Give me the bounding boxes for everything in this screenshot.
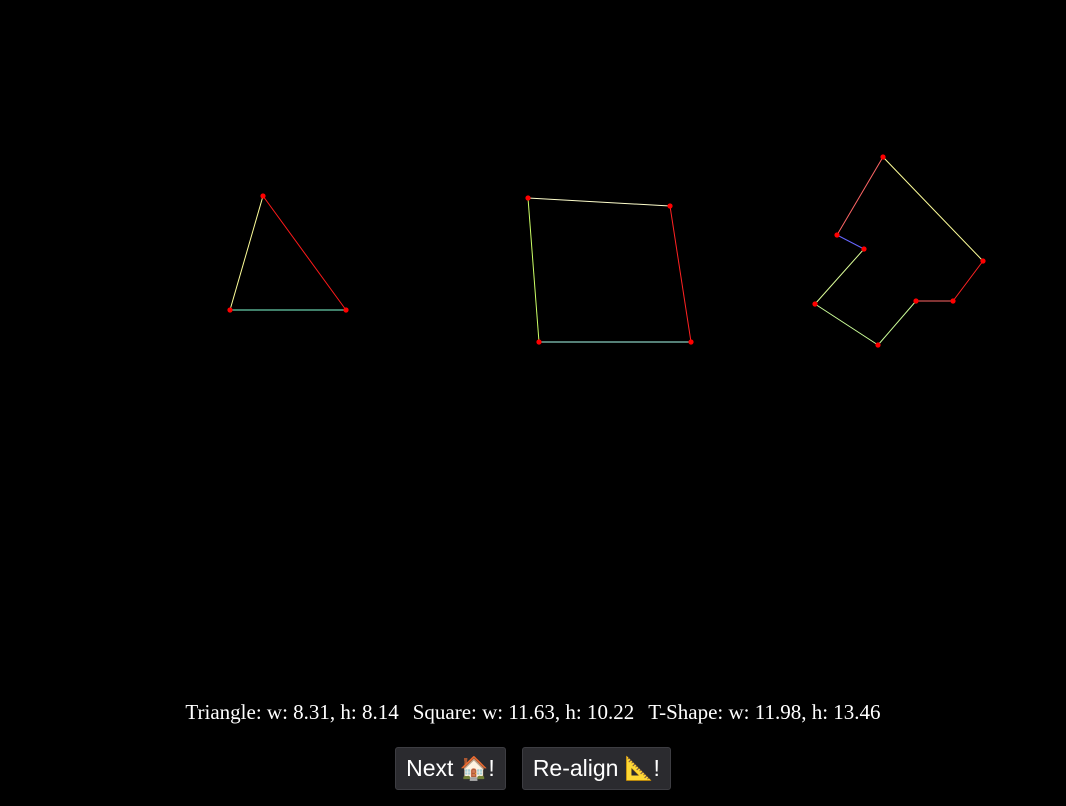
- shape-canvas: [227, 154, 986, 348]
- t-shape-edge: [814, 303, 879, 346]
- t-shape-edge: [877, 300, 917, 346]
- t-shape-vertex-handle[interactable]: [812, 301, 818, 307]
- square-edge: [669, 205, 692, 343]
- triangle-vertex-handle[interactable]: [343, 307, 349, 313]
- tshape-measurement: T-Shape: w: 11.98, h: 13.46: [648, 700, 881, 724]
- triangle-vertex-handle[interactable]: [227, 307, 233, 313]
- t-shape: [812, 154, 986, 348]
- square-vertex-handle[interactable]: [688, 339, 694, 345]
- t-shape-vertex-handle[interactable]: [950, 298, 956, 304]
- triangle-edge: [262, 195, 347, 311]
- t-shape-edge: [836, 234, 865, 250]
- triangle-edge: [229, 195, 264, 311]
- t-shape-vertex-handle[interactable]: [913, 298, 919, 304]
- square-edge: [527, 197, 671, 207]
- t-shape-vertex-handle[interactable]: [834, 232, 840, 238]
- triangle-measurement: Triangle: w: 8.31, h: 8.14: [185, 700, 399, 724]
- triangle-vertex-handle[interactable]: [260, 193, 266, 199]
- square-shape: [525, 195, 694, 345]
- t-shape-vertex-handle[interactable]: [861, 246, 867, 252]
- t-shape-edge: [814, 248, 865, 305]
- t-shape-edge: [882, 156, 984, 262]
- measurements-readout: Triangle: w: 8.31, h: 8.14 Square: w: 11.…: [0, 700, 1066, 725]
- t-shape-vertex-handle[interactable]: [875, 342, 881, 348]
- square-vertex-handle[interactable]: [667, 203, 673, 209]
- t-shape-vertex-handle[interactable]: [980, 258, 986, 264]
- square-vertex-handle[interactable]: [525, 195, 531, 201]
- square-edge: [527, 197, 540, 343]
- controls: Next 🏠! Re-align 📐!: [0, 747, 1066, 790]
- t-shape-edge: [952, 260, 984, 302]
- triangle-shape: [227, 193, 349, 313]
- t-shape-vertex-handle[interactable]: [880, 154, 886, 160]
- realign-button[interactable]: Re-align 📐!: [521, 747, 671, 790]
- square-vertex-handle[interactable]: [536, 339, 542, 345]
- t-shape-edge: [836, 156, 884, 236]
- square-measurement: Square: w: 11.63, h: 10.22: [412, 700, 635, 724]
- next-button[interactable]: Next 🏠!: [395, 747, 506, 790]
